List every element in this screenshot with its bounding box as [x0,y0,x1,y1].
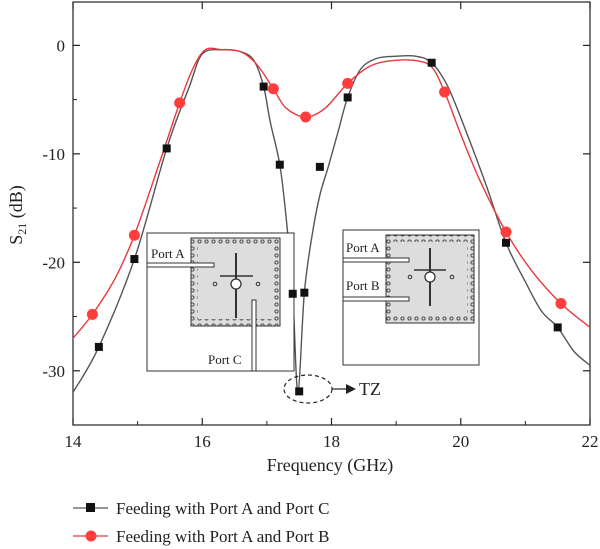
legend: Feeding with Port A and Port C Feeding w… [73,499,329,546]
square-marker [427,58,436,67]
square-marker [259,82,268,91]
circle-marker [267,83,279,95]
y-tick-label: -30 [42,362,65,381]
square-marker [162,144,171,153]
tz-label: TZ [359,379,381,399]
circle-marker [300,111,312,123]
x-tick-label: 20 [452,432,469,451]
legend-item-port-a-b: Feeding with Port A and Port B [73,527,329,546]
y-tick-label: -20 [42,253,65,272]
legend-circle-marker [85,530,97,542]
legend-label-port-a-c: Feeding with Port A and Port C [116,499,329,518]
inset-port-a-b: Port A Port B [342,229,480,366]
square-marker [300,288,309,297]
x-tick-label: 16 [194,432,211,451]
legend-label-port-a-b: Feeding with Port A and Port B [116,527,329,546]
legend-square-marker [86,503,95,512]
circle-marker [500,226,512,238]
series-line-0 [73,48,590,393]
square-marker [295,387,304,396]
port-b-label: Port B [346,278,380,293]
circle-marker [555,298,567,310]
square-marker [94,342,103,351]
series-markers [86,58,567,396]
y-axis-label: S21 (dB) [6,185,29,245]
circle-marker [439,86,451,98]
inset-port-a-c: Port A Port C [146,232,295,372]
square-marker [288,289,297,298]
y-tick-label: -10 [42,145,65,164]
circle-marker [86,308,98,320]
square-marker [275,160,284,169]
square-marker [130,255,139,264]
y-tick-label: 0 [57,36,66,55]
x-axis-label: Frequency (GHz) [267,455,393,476]
x-tick-label: 14 [65,432,83,451]
plot-axes: 14 16 18 20 22 0 -10 -20 -30 [42,1,599,451]
x-tick-label: 22 [582,432,599,451]
tz-annotation: TZ [283,374,381,404]
port-c-label: Port C [208,352,242,367]
legend-item-port-a-c: Feeding with Port A and Port C [73,499,329,518]
square-marker [501,238,510,247]
square-marker [343,93,352,102]
square-marker [315,162,324,171]
x-tick-label: 18 [323,432,340,451]
circle-marker [342,77,354,89]
square-marker [553,323,562,332]
circle-marker [174,97,186,109]
circle-marker [128,229,140,241]
port-a-label-left: Port A [151,246,185,261]
port-a-label-right: Port A [346,240,380,255]
